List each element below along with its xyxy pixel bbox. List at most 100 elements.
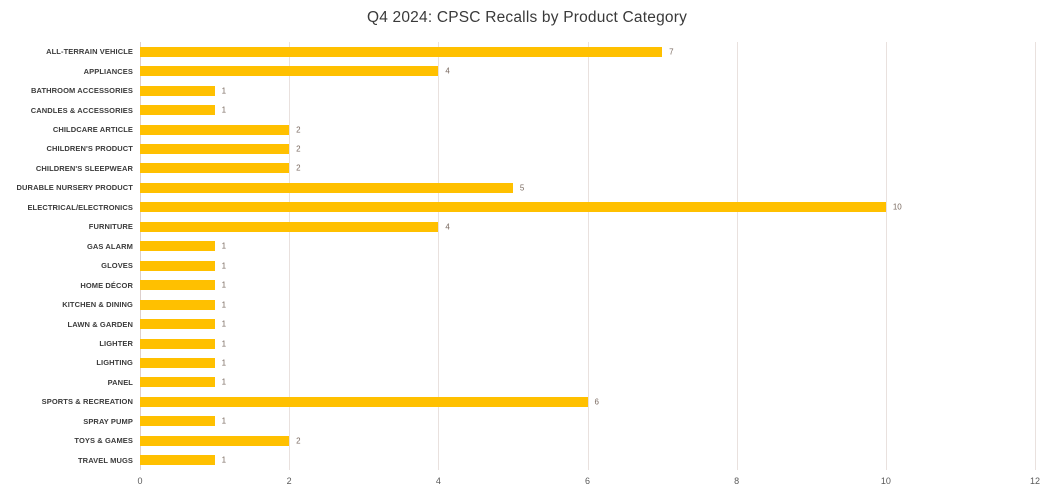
- bar-electrical-electronics: [140, 202, 886, 213]
- bar-panel: [140, 377, 215, 388]
- category-label: GAS ALARM: [86, 241, 133, 251]
- category-label: APPLIANCES: [83, 66, 133, 76]
- x-tick-label: 0: [137, 476, 143, 486]
- bar-spray-pump: [140, 416, 215, 427]
- gridline: [736, 42, 738, 470]
- data-label: 2: [296, 436, 301, 446]
- bar-row: 1: [140, 237, 1035, 256]
- bar-gas-alarm: [140, 241, 215, 252]
- bar-row: 1: [140, 100, 1035, 119]
- bar-children-s-product: [140, 143, 290, 154]
- bar-row: 1: [140, 295, 1035, 314]
- bar-row: 1: [140, 334, 1035, 353]
- bar-travel-mugs: [140, 455, 215, 466]
- category-label: CHILDCARE ARTICLE: [52, 125, 133, 135]
- bar-row: 2: [140, 159, 1035, 178]
- bar-lawn-garden: [140, 319, 215, 330]
- chart-title: Q4 2024: CPSC Recalls by Product Categor…: [366, 9, 688, 26]
- category-label: PANEL: [107, 377, 133, 387]
- data-label: 6: [594, 397, 599, 407]
- data-label: 1: [221, 358, 227, 368]
- category-label: LAWN & GARDEN: [67, 319, 133, 329]
- category-label: CHILDREN'S PRODUCT: [46, 144, 133, 154]
- value-axis: 0 2 4 6 8 10 12: [137, 473, 1040, 491]
- x-tick-label: 12: [1029, 476, 1041, 486]
- bar-row: 6: [140, 392, 1035, 411]
- x-tick-label: 8: [734, 476, 740, 486]
- bar-durable-nursery-product: [140, 182, 513, 193]
- data-label: 2: [296, 144, 301, 154]
- category-label: LIGHTER: [99, 339, 133, 349]
- bar-lighting: [140, 357, 215, 368]
- data-label: 1: [221, 319, 227, 329]
- data-label: 7: [669, 47, 674, 57]
- data-label: 1: [221, 261, 227, 271]
- category-label: FURNITURE: [88, 222, 133, 232]
- bar-toys-games: [140, 435, 290, 446]
- data-label: 1: [221, 300, 227, 310]
- bar-row: 1: [140, 81, 1035, 100]
- gridline: [289, 42, 291, 470]
- bar-gloves: [140, 260, 215, 271]
- data-label: 1: [221, 241, 227, 251]
- category-label: ELECTRICAL/ELECTRONICS: [27, 202, 133, 212]
- data-label: 4: [445, 66, 450, 76]
- bar-row: 1: [140, 412, 1035, 431]
- category-label: CHILDREN'S SLEEPWEAR: [35, 163, 133, 173]
- category-label: TRAVEL MUGS: [78, 455, 133, 465]
- category-label: SPRAY PUMP: [83, 416, 133, 426]
- bar-row: 10: [140, 198, 1035, 217]
- plot-area: 7 4 1 1 2 2 2 5 10 4 1 1 1 1 1 1 1 1 6 1 2 1: [140, 42, 1036, 470]
- data-label: 1: [221, 105, 227, 115]
- category-label: DURABLE NURSERY PRODUCT: [16, 183, 133, 193]
- bar-row: 7: [140, 42, 1035, 61]
- gridline: [438, 42, 440, 470]
- bar-lighter: [140, 338, 215, 349]
- bar-row: 4: [140, 217, 1035, 236]
- data-label: 2: [296, 163, 301, 173]
- data-label: 1: [221, 280, 227, 290]
- bar-candles-accessories: [140, 105, 215, 116]
- category-axis: ALL-TERRAIN VEHICLE APPLIANCES BATHROOM AC…: [0, 42, 133, 470]
- data-label: 1: [221, 86, 227, 96]
- data-label: 10: [892, 202, 902, 212]
- bar-furniture: [140, 221, 439, 232]
- bar-kitchen-dining: [140, 299, 215, 310]
- x-tick-label: 4: [435, 476, 441, 486]
- category-label: ALL-TERRAIN VEHICLE: [46, 47, 133, 57]
- bar-row: 1: [140, 451, 1035, 470]
- category-label: BATHROOM ACCESSORIES: [30, 86, 133, 96]
- bar-children-s-sleepwear: [140, 163, 290, 174]
- bar-row: 1: [140, 373, 1035, 392]
- category-axis-line: [140, 42, 141, 470]
- category-label: GLOVES: [101, 261, 133, 271]
- x-tick-label: 10: [880, 476, 891, 486]
- bar-row: 4: [140, 61, 1035, 80]
- bar-home-d-cor: [140, 280, 215, 291]
- bar-row: 5: [140, 178, 1035, 197]
- bar-bathroom-accessories: [140, 85, 215, 96]
- category-label: CANDLES & ACCESSORIES: [30, 105, 133, 115]
- bar-row: 2: [140, 120, 1035, 139]
- bar-appliances: [140, 66, 439, 77]
- category-label: SPORTS & RECREATION: [41, 397, 133, 407]
- bar-row: 1: [140, 353, 1035, 372]
- bar-row: 2: [140, 431, 1035, 450]
- bar-row: 1: [140, 314, 1035, 333]
- category-label: LIGHTING: [96, 358, 133, 368]
- data-label: 1: [221, 377, 227, 387]
- gridline: [1035, 42, 1036, 470]
- data-label: 1: [221, 416, 227, 426]
- category-label: TOYS & GAMES: [74, 436, 133, 446]
- bar-row: 2: [140, 139, 1035, 158]
- x-tick-label: 6: [584, 476, 591, 486]
- gridline: [587, 42, 589, 470]
- data-label: 1: [221, 339, 227, 349]
- bar-row: 1: [140, 275, 1035, 294]
- bar-childcare-article: [140, 124, 290, 135]
- bar-sports-recreation: [140, 396, 588, 407]
- x-tick-label: 2: [286, 476, 292, 486]
- category-label: KITCHEN & DINING: [62, 300, 133, 310]
- data-label: 4: [445, 222, 450, 232]
